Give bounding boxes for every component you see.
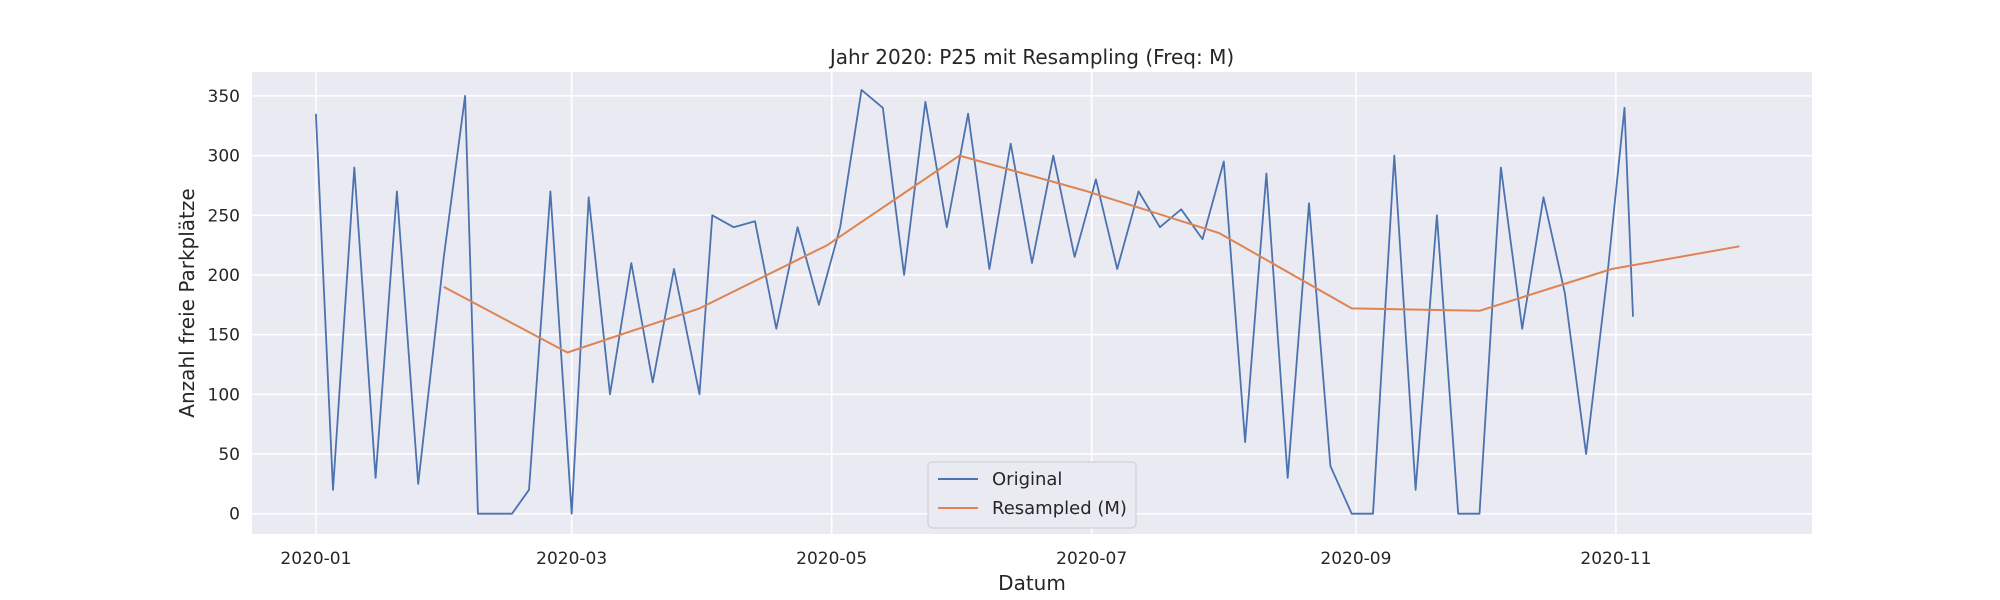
plot-background [252,72,1812,534]
grid [252,72,1812,534]
legend-label-original: Original [992,469,1062,490]
x-tick-label: 2020-11 [1580,549,1651,569]
legend-box [927,461,1137,529]
y-tick-label: 200 [208,266,240,286]
x-axis-label: Datum [998,571,1066,595]
series-layer [315,89,1740,515]
y-tick-label: 300 [208,147,240,167]
chart-title: Jahr 2020: P25 mit Resampling (Freq: M) [828,45,1234,69]
y-tick-label: 50 [218,445,240,465]
legend-label-resampled: Resampled (M) [992,498,1127,519]
y-tick-label: 150 [208,326,240,346]
y-tick-label: 350 [208,87,240,107]
x-tick-label: 2020-01 [280,549,351,569]
series-line-resampled [443,154,1740,354]
legend: Original Resampled (M) [927,461,1137,529]
series-line-original [315,89,1634,515]
x-tick-label: 2020-05 [796,549,867,569]
x-tick-label: 2020-09 [1320,549,1391,569]
tick-labels: 2020-01 2020-03 2020-05 2020-07 2020-09 2020-… [208,87,1652,569]
y-axis-label: Anzahl freie Parkplätze [175,188,199,417]
y-tick-label: 100 [208,385,240,405]
x-tick-label: 2020-07 [1056,549,1127,569]
y-tick-label: 250 [208,206,240,226]
x-tick-label: 2020-03 [536,549,607,569]
y-tick-label: 0 [229,505,240,525]
